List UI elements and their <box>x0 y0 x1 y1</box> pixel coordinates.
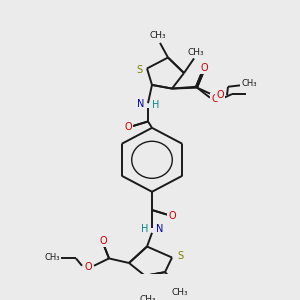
Text: O: O <box>200 63 208 73</box>
Text: CH₃: CH₃ <box>140 295 156 300</box>
Text: O: O <box>84 262 92 272</box>
Text: O: O <box>99 236 107 246</box>
Text: O: O <box>211 94 219 103</box>
Text: O: O <box>200 64 208 74</box>
Text: CH₃: CH₃ <box>150 31 166 40</box>
Text: S: S <box>136 65 142 75</box>
Text: O: O <box>216 90 224 100</box>
Text: CH₃: CH₃ <box>241 79 257 88</box>
Text: CH₃: CH₃ <box>188 49 204 58</box>
Text: H: H <box>152 100 159 110</box>
Text: O: O <box>168 212 176 221</box>
Text: H: H <box>141 224 148 234</box>
Text: CH₃: CH₃ <box>44 253 60 262</box>
Text: O: O <box>124 122 132 132</box>
Text: N: N <box>156 224 164 234</box>
Text: N: N <box>136 99 144 109</box>
Text: CH₃: CH₃ <box>172 288 188 297</box>
Text: S: S <box>177 251 183 261</box>
